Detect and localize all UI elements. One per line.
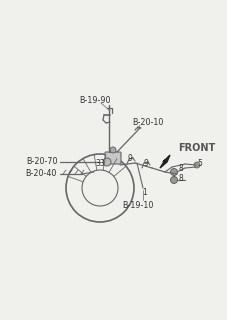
Text: 9: 9 [143,158,148,167]
Polygon shape [160,155,170,168]
Circle shape [103,158,111,166]
Text: B-19-90: B-19-90 [79,95,111,105]
Circle shape [110,147,116,153]
Text: 5: 5 [197,158,202,167]
Text: 33: 33 [95,158,105,167]
FancyBboxPatch shape [105,152,121,164]
Text: FRONT: FRONT [178,143,215,153]
Text: B-20-10: B-20-10 [132,117,164,126]
Text: 8: 8 [179,173,183,182]
Circle shape [194,162,200,168]
Circle shape [170,169,178,175]
Text: B-20-40: B-20-40 [25,169,57,178]
Text: 9: 9 [128,154,132,163]
Text: B-20-70: B-20-70 [26,156,58,165]
Circle shape [170,177,178,183]
Text: 1: 1 [143,188,147,196]
Text: B-19-10: B-19-10 [122,201,154,210]
Text: 8: 8 [179,164,183,172]
